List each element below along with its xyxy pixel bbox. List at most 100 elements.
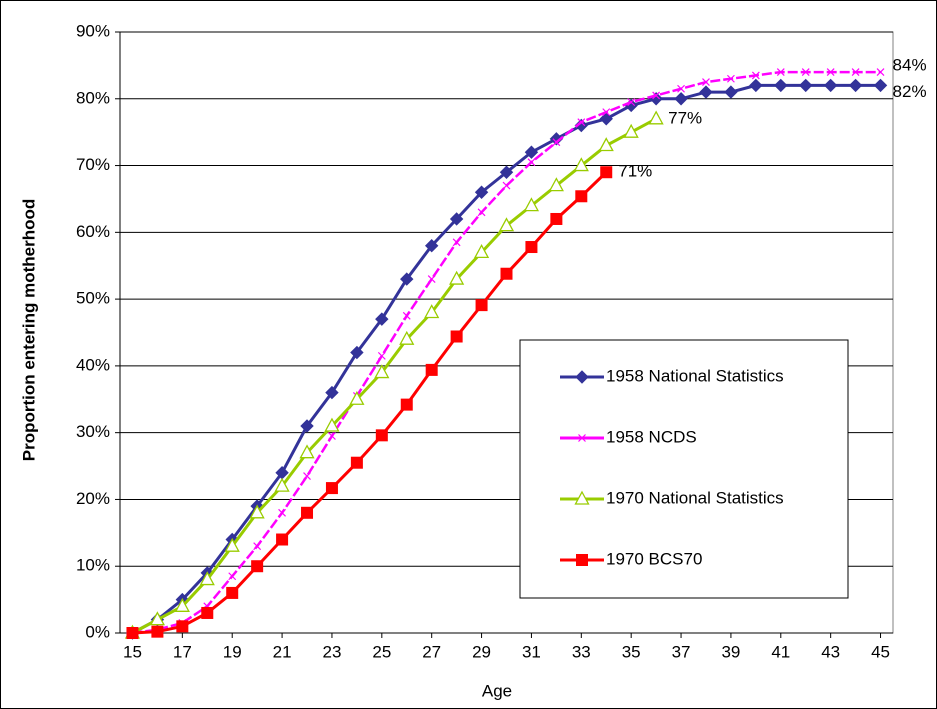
y-tick-label: 50% [76, 289, 110, 308]
marker [249, 504, 265, 519]
marker [375, 429, 388, 442]
marker [873, 78, 888, 93]
marker [328, 432, 336, 440]
y-tick-label: 10% [76, 556, 110, 575]
marker [577, 118, 586, 127]
marker [350, 345, 364, 360]
marker [375, 312, 389, 326]
marker [726, 74, 735, 83]
x-tick-label: 27 [422, 642, 441, 661]
marker [848, 78, 863, 93]
x-tick-label: 35 [622, 642, 641, 661]
marker [149, 611, 165, 626]
marker [549, 132, 564, 146]
marker [324, 417, 340, 432]
marker [427, 275, 436, 284]
y-tick-label: 70% [76, 155, 110, 174]
marker [502, 181, 511, 190]
marker [648, 110, 664, 125]
marker [251, 560, 264, 573]
marker [425, 363, 438, 376]
marker [301, 506, 314, 519]
marker [776, 68, 785, 76]
marker [552, 138, 561, 147]
marker [449, 212, 464, 226]
marker [399, 330, 415, 345]
x-tick-label: 21 [273, 642, 292, 661]
marker [303, 472, 311, 480]
x-tick-label: 19 [223, 642, 242, 661]
x-tick-label: 23 [322, 642, 341, 661]
marker [724, 85, 738, 99]
marker [424, 238, 439, 253]
marker [126, 627, 139, 639]
y-tick-label: 0% [85, 622, 110, 641]
marker [574, 118, 589, 133]
marker [452, 238, 461, 247]
marker [377, 351, 386, 360]
marker [475, 299, 488, 312]
marker [477, 208, 486, 217]
legend-label: 1958 NCDS [606, 427, 697, 446]
marker [599, 112, 613, 126]
y-tick-label: 40% [76, 355, 110, 374]
marker [702, 78, 710, 87]
marker [253, 542, 262, 551]
marker [600, 166, 613, 179]
marker [801, 68, 810, 76]
marker [276, 533, 289, 546]
marker [550, 212, 563, 225]
end-label: 71% [618, 162, 652, 181]
marker [473, 244, 490, 259]
marker [576, 554, 588, 566]
marker [751, 71, 760, 80]
end-label: 82% [893, 82, 927, 101]
end-label: 84% [893, 56, 927, 75]
marker [199, 571, 215, 586]
marker [575, 370, 589, 384]
marker [325, 482, 338, 495]
x-tick-label: 37 [672, 642, 691, 661]
y-tick-label: 60% [76, 222, 110, 241]
marker [274, 477, 290, 492]
x-tick-label: 17 [173, 642, 192, 661]
y-tick-label: 80% [76, 88, 110, 107]
y-axis-title: Proportion entering motherhood [19, 199, 38, 462]
marker [523, 197, 540, 212]
marker [677, 84, 685, 93]
series-line [131, 117, 657, 635]
marker [499, 165, 514, 179]
marker [851, 68, 860, 76]
marker [573, 157, 589, 172]
x-tick-label: 45 [871, 642, 890, 661]
marker [300, 419, 314, 433]
marker [602, 108, 611, 117]
marker [876, 68, 885, 76]
legend-box [519, 339, 849, 599]
marker [674, 92, 688, 106]
marker [699, 85, 713, 99]
x-tick-label: 31 [522, 642, 541, 661]
marker [278, 508, 287, 517]
marker [623, 123, 639, 138]
x-tick-label: 29 [472, 642, 491, 661]
marker [578, 434, 586, 442]
marker [498, 217, 515, 232]
marker [548, 177, 564, 192]
x-tick-label: 43 [821, 642, 840, 661]
marker [799, 78, 813, 93]
x-tick-label: 33 [572, 642, 591, 661]
y-tick-label: 30% [76, 422, 110, 441]
marker [350, 456, 363, 469]
marker [525, 241, 538, 254]
marker [400, 272, 414, 286]
marker [400, 398, 413, 411]
marker [402, 311, 411, 320]
x-tick-label: 25 [372, 642, 391, 661]
marker [574, 490, 590, 505]
marker [627, 98, 636, 107]
legend-label: 1970 National Statistics [606, 488, 784, 507]
x-tick-label: 15 [123, 642, 142, 661]
marker [450, 330, 463, 343]
